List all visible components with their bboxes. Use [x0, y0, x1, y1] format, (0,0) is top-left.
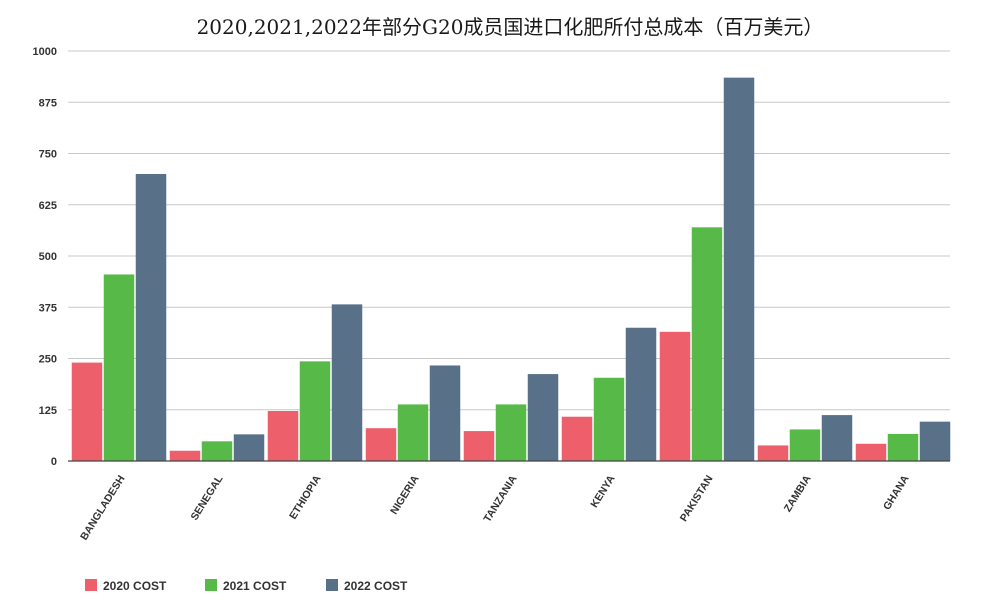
bars [71, 77, 951, 462]
bar-ethiopia-2020 [267, 410, 299, 461]
y-tick-label: 125 [39, 405, 57, 417]
y-tick-label: 0 [51, 456, 57, 468]
y-tick-label: 250 [39, 354, 57, 366]
y-tick-label: 625 [39, 200, 57, 212]
bar-ghana-2022 [919, 421, 951, 461]
bar-nigeria-2021 [397, 404, 429, 461]
y-axis-ticks: 0 125 250 375 500 625 750 875 1000 [33, 46, 57, 468]
bar-tanzania-2021 [495, 404, 527, 461]
x-tick-label: BANGLADESH [78, 473, 127, 542]
bar-ghana-2021 [887, 433, 919, 461]
x-tick-label: SENEGAL [188, 473, 225, 523]
y-tick-label: 500 [39, 251, 57, 263]
x-tick-label: GHANA [881, 473, 912, 512]
bar-senegal-2022 [233, 434, 265, 461]
bar-zambia-2022 [821, 415, 853, 461]
legend-label: 2020 COST [103, 579, 167, 593]
legend-swatch [326, 579, 338, 591]
bar-pakistan-2022 [723, 77, 755, 462]
bar-ethiopia-2022 [331, 304, 363, 461]
bar-senegal-2021 [201, 441, 233, 461]
bar-zambia-2021 [789, 429, 821, 461]
bar-zambia-2020 [757, 445, 789, 461]
x-tick-label: KENYA [588, 473, 617, 510]
x-axis-ticks: BANGLADESH SENEGAL ETHIOPIA NIGERIA TANZANIA… [78, 473, 912, 543]
x-tick-label: NIGERIA [388, 473, 422, 517]
bar-tanzania-2020 [463, 431, 495, 461]
bar-bangladesh-2022 [135, 174, 167, 461]
bar-kenya-2022 [625, 327, 657, 461]
x-tick-label: ETHIOPIA [287, 473, 324, 522]
y-tick-label: 750 [39, 149, 57, 161]
x-tick-label: TANZANIA [481, 473, 519, 525]
bar-kenya-2021 [593, 377, 625, 461]
bar-ethiopia-2021 [299, 361, 331, 461]
bar-nigeria-2022 [429, 365, 461, 461]
legend-swatch [205, 579, 217, 591]
chart-title: 2020,2021,2022年部分G20成员国进口化肥所付总成本（百万美元） [197, 15, 824, 39]
legend-label: 2021 COST [223, 579, 287, 593]
legend-item: 2022 COST [326, 579, 408, 593]
bar-senegal-2020 [169, 450, 201, 461]
bar-tanzania-2022 [527, 374, 559, 461]
legend-swatch [85, 579, 97, 591]
x-tick-label: PAKISTAN [678, 473, 716, 524]
bar-kenya-2020 [561, 416, 593, 461]
bar-nigeria-2020 [365, 428, 397, 461]
x-tick-label: ZAMBIA [782, 473, 814, 514]
legend-item: 2021 COST [205, 579, 287, 593]
gridlines [68, 50, 950, 411]
bar-pakistan-2020 [659, 331, 691, 461]
bar-ghana-2020 [855, 443, 887, 461]
bar-bangladesh-2021 [103, 274, 135, 461]
legend-item: 2020 COST [85, 579, 167, 593]
legend: 2020 COST 2021 COST 2022 COST [85, 579, 408, 593]
bar-pakistan-2021 [691, 227, 723, 461]
legend-label: 2022 COST [344, 579, 408, 593]
y-tick-label: 375 [39, 302, 57, 314]
bar-bangladesh-2020 [71, 362, 103, 461]
y-tick-label: 875 [39, 97, 57, 109]
y-tick-label: 1000 [33, 46, 57, 58]
